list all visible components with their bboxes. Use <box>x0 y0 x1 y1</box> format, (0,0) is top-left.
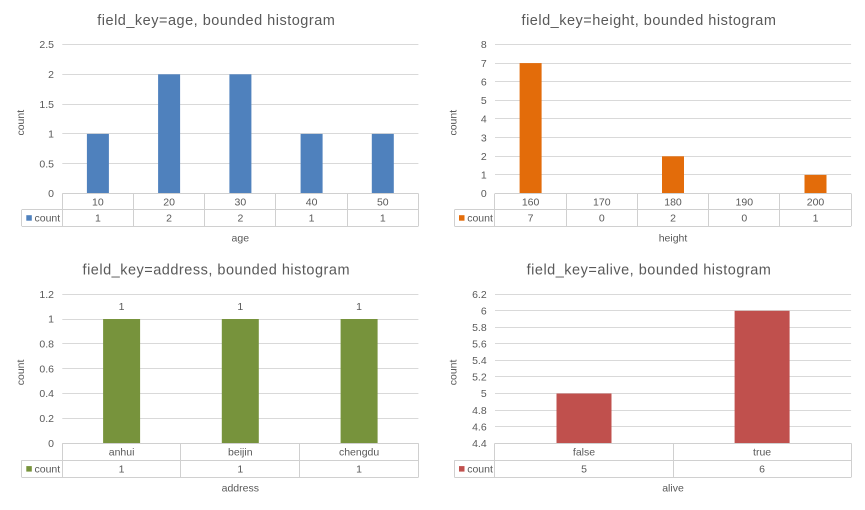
svg-text:5: 5 <box>581 464 587 476</box>
svg-text:count: count <box>15 110 27 136</box>
svg-text:7: 7 <box>528 213 534 225</box>
svg-text:1.2: 1.2 <box>39 289 54 301</box>
svg-text:0.8: 0.8 <box>39 339 54 351</box>
svg-text:190: 190 <box>736 196 754 208</box>
svg-text:chengdu: chengdu <box>339 446 379 458</box>
svg-text:1: 1 <box>119 464 125 476</box>
svg-text:5: 5 <box>481 388 487 400</box>
svg-text:0.5: 0.5 <box>39 158 54 170</box>
svg-text:2: 2 <box>481 151 487 163</box>
svg-text:4.6: 4.6 <box>472 421 487 433</box>
svg-text:anhui: anhui <box>109 446 135 458</box>
svg-text:0: 0 <box>741 213 747 225</box>
svg-text:1.5: 1.5 <box>39 99 54 111</box>
svg-text:field_key=height, bounded hist: field_key=height, bounded histogram <box>522 13 777 29</box>
svg-text:alive: alive <box>662 482 684 494</box>
svg-text:2: 2 <box>166 213 172 225</box>
svg-text:4.4: 4.4 <box>472 438 487 450</box>
svg-text:1: 1 <box>356 301 362 313</box>
svg-text:0.4: 0.4 <box>39 388 54 400</box>
svg-text:4.8: 4.8 <box>472 405 487 417</box>
svg-text:6: 6 <box>481 305 487 317</box>
svg-text:height: height <box>659 233 688 245</box>
svg-text:1: 1 <box>356 464 362 476</box>
svg-text:2: 2 <box>670 213 676 225</box>
svg-text:count: count <box>467 464 493 476</box>
svg-text:30: 30 <box>235 196 247 208</box>
svg-text:0: 0 <box>48 438 54 450</box>
svg-text:count: count <box>15 359 27 385</box>
svg-text:true: true <box>753 446 771 458</box>
svg-text:40: 40 <box>306 196 318 208</box>
svg-text:count: count <box>35 464 61 476</box>
svg-text:0: 0 <box>599 213 605 225</box>
svg-text:false: false <box>573 446 595 458</box>
svg-text:field_key=age, bounded histogr: field_key=age, bounded histogram <box>97 13 335 29</box>
svg-text:10: 10 <box>92 196 104 208</box>
svg-text:8: 8 <box>481 39 487 51</box>
svg-text:1: 1 <box>481 170 487 182</box>
svg-text:170: 170 <box>593 196 611 208</box>
svg-text:1: 1 <box>119 301 125 313</box>
svg-text:0.2: 0.2 <box>39 413 54 425</box>
svg-text:2: 2 <box>48 69 54 81</box>
svg-text:1: 1 <box>48 314 54 326</box>
svg-text:count: count <box>35 213 61 225</box>
svg-text:count: count <box>467 213 493 225</box>
svg-text:5: 5 <box>481 95 487 107</box>
svg-text:1: 1 <box>813 213 819 225</box>
svg-text:0.6: 0.6 <box>39 363 54 375</box>
svg-text:2.5: 2.5 <box>39 39 54 51</box>
svg-text:beijin: beijin <box>228 446 253 458</box>
svg-text:5.4: 5.4 <box>472 355 487 367</box>
svg-text:20: 20 <box>163 196 175 208</box>
svg-text:2: 2 <box>237 213 243 225</box>
svg-text:field_key=alive, bounded histo: field_key=alive, bounded histogram <box>527 263 772 279</box>
svg-text:1: 1 <box>380 213 386 225</box>
svg-text:3: 3 <box>481 132 487 144</box>
svg-text:1: 1 <box>237 464 243 476</box>
svg-text:field_key=address, bounded his: field_key=address, bounded histogram <box>83 263 350 279</box>
svg-text:6: 6 <box>759 464 765 476</box>
svg-text:1: 1 <box>95 213 101 225</box>
svg-text:count: count <box>448 359 460 385</box>
svg-text:count: count <box>448 110 460 136</box>
svg-text:6: 6 <box>481 76 487 88</box>
svg-text:0: 0 <box>48 188 54 200</box>
svg-text:5.8: 5.8 <box>472 322 487 334</box>
svg-text:200: 200 <box>807 196 825 208</box>
svg-text:180: 180 <box>664 196 682 208</box>
svg-text:0: 0 <box>481 188 487 200</box>
svg-text:age: age <box>232 233 250 245</box>
svg-text:5.6: 5.6 <box>472 339 487 351</box>
svg-text:160: 160 <box>522 196 540 208</box>
svg-text:7: 7 <box>481 58 487 70</box>
svg-text:4: 4 <box>481 114 487 126</box>
svg-text:address: address <box>222 482 259 494</box>
svg-text:1: 1 <box>309 213 315 225</box>
svg-text:50: 50 <box>377 196 389 208</box>
svg-text:1: 1 <box>48 129 54 141</box>
svg-text:6.2: 6.2 <box>472 289 487 301</box>
svg-text:1: 1 <box>237 301 243 313</box>
svg-text:5.2: 5.2 <box>472 372 487 384</box>
